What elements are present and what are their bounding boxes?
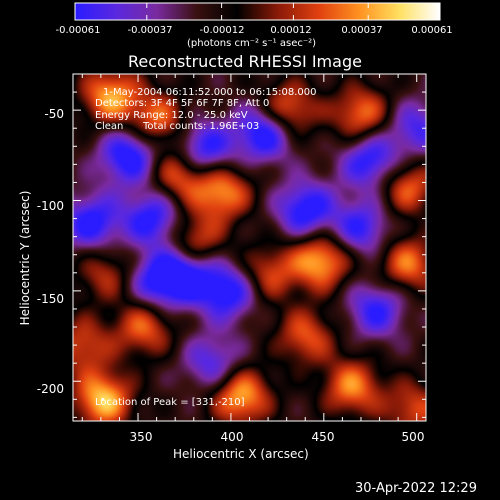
- y-tick-label: -150: [36, 292, 64, 306]
- annotation-total-counts: Total counts: 1.96E+03: [143, 121, 260, 132]
- x-tick-label: 450: [311, 430, 335, 444]
- colorbar-tick-label: 0.00012: [270, 25, 312, 36]
- y-axis-label: Heliocentric Y (arcsec): [18, 190, 32, 326]
- annotation-energy: Energy Range: 12.0 - 25.0 keV: [95, 110, 248, 121]
- x-tick-label: 500: [401, 430, 425, 444]
- annotation-method: Clean: [95, 121, 124, 132]
- chart-title: Reconstructed RHESSI Image: [128, 52, 362, 71]
- x-tick-label: 400: [220, 430, 244, 444]
- annotation-detectors: Detectors: 3F 4F 5F 6F 7F 8F, Att 0: [95, 98, 270, 109]
- colorbar-unit-label: (photons cm⁻² s⁻¹ asec⁻²): [187, 38, 317, 49]
- colorbar-tick-label: 0.00061: [411, 25, 453, 36]
- x-axis-label: Heliocentric X (arcsec): [173, 447, 309, 461]
- colorbar-tick-label: 0.00037: [341, 25, 383, 36]
- x-tick-label: 350: [129, 430, 153, 444]
- annotation-time-range: 1-May-2004 06:11:52.000 to 06:15:08.000: [103, 87, 317, 98]
- colorbar-tick-label: -0.00061: [55, 25, 101, 36]
- colorbar-tick-label: -0.00012: [199, 25, 245, 36]
- colorbar-tick-label: -0.00037: [127, 25, 173, 36]
- y-tick-label: -50: [44, 107, 64, 121]
- y-tick-label: -200: [36, 382, 64, 396]
- y-tick-label: -100: [36, 199, 64, 213]
- annotation-peak-location: Location of Peak = [331,-210]: [95, 397, 245, 408]
- timestamp: 30-Apr-2022 12:29: [355, 481, 477, 496]
